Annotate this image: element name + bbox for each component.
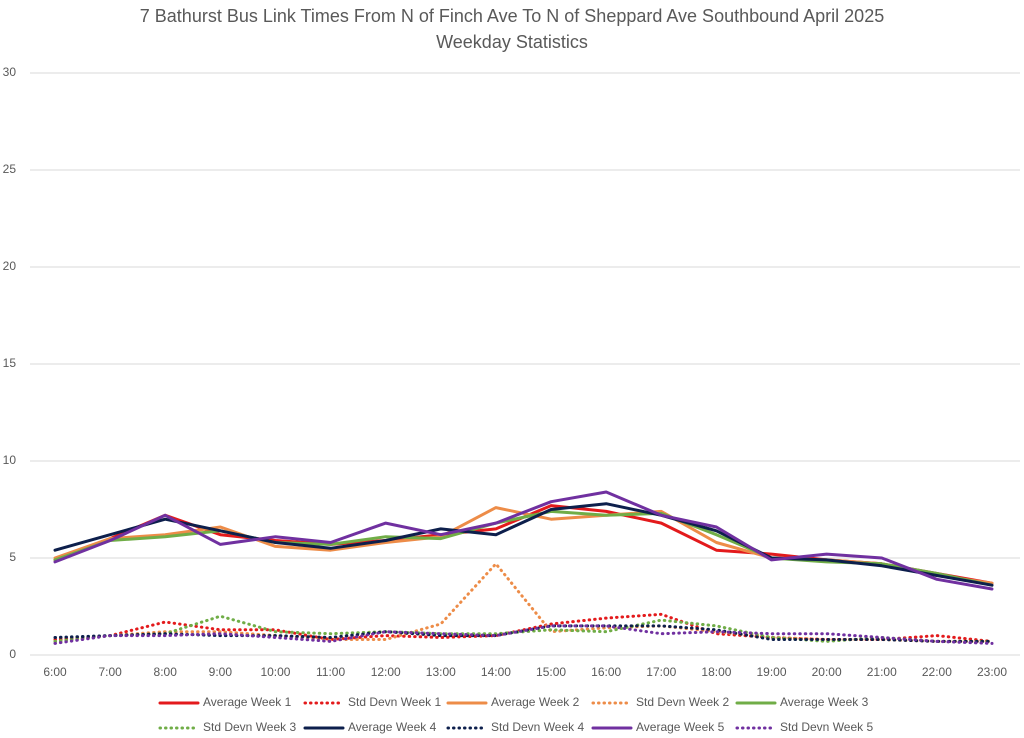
y-tick-label: 15	[3, 356, 17, 370]
series-line	[53, 502, 994, 587]
legend-label: Std Devn Week 4	[491, 720, 584, 734]
x-tick-label: 8:00	[154, 665, 178, 679]
y-tick-label: 30	[3, 65, 17, 79]
x-tick-label: 13:00	[426, 665, 456, 679]
x-tick-label: 23:00	[977, 665, 1007, 679]
x-tick-label: 9:00	[209, 665, 233, 679]
series-line	[53, 506, 994, 585]
x-tick-label: 7:00	[98, 665, 122, 679]
chart-title: 7 Bathurst Bus Link Times From N of Finc…	[140, 6, 884, 26]
legend-label: Std Devn Week 1	[348, 695, 441, 709]
series-line	[53, 624, 994, 643]
legend-label: Average Week 2	[491, 695, 580, 709]
legend-label: Std Devn Week 5	[780, 720, 873, 734]
y-tick-label: 0	[9, 647, 16, 661]
x-tick-label: 6:00	[43, 665, 67, 679]
x-tick-label: 11:00	[316, 665, 345, 679]
legend-label: Std Devn Week 3	[203, 720, 296, 734]
x-tick-label: 16:00	[591, 665, 621, 679]
legend-label: Average Week 3	[780, 695, 869, 709]
x-tick-label: 18:00	[701, 665, 731, 679]
x-tick-label: 14:00	[481, 665, 511, 679]
x-tick-label: 21:00	[867, 665, 897, 679]
y-tick-label: 5	[9, 550, 16, 564]
x-tick-label: 12:00	[371, 665, 401, 679]
series-line	[53, 614, 994, 643]
x-tick-label: 22:00	[922, 665, 952, 679]
series-line	[53, 561, 994, 643]
x-tick-label: 19:00	[757, 665, 787, 679]
y-tick-label: 20	[3, 259, 17, 273]
x-tick-label: 20:00	[812, 665, 842, 679]
series-line	[53, 490, 994, 591]
y-tick-label: 10	[3, 453, 17, 467]
legend-label: Std Devn Week 2	[636, 695, 729, 709]
x-tick-label: 17:00	[646, 665, 676, 679]
x-tick-label: 15:00	[536, 665, 566, 679]
legend-label: Average Week 4	[348, 720, 437, 734]
series-line	[53, 612, 994, 643]
legend-label: Average Week 5	[636, 720, 725, 734]
y-tick-label: 25	[3, 162, 17, 176]
x-tick-label: 10:00	[260, 665, 290, 679]
legend-label: Average Week 1	[203, 695, 292, 709]
chart-subtitle: Weekday Statistics	[436, 32, 588, 52]
